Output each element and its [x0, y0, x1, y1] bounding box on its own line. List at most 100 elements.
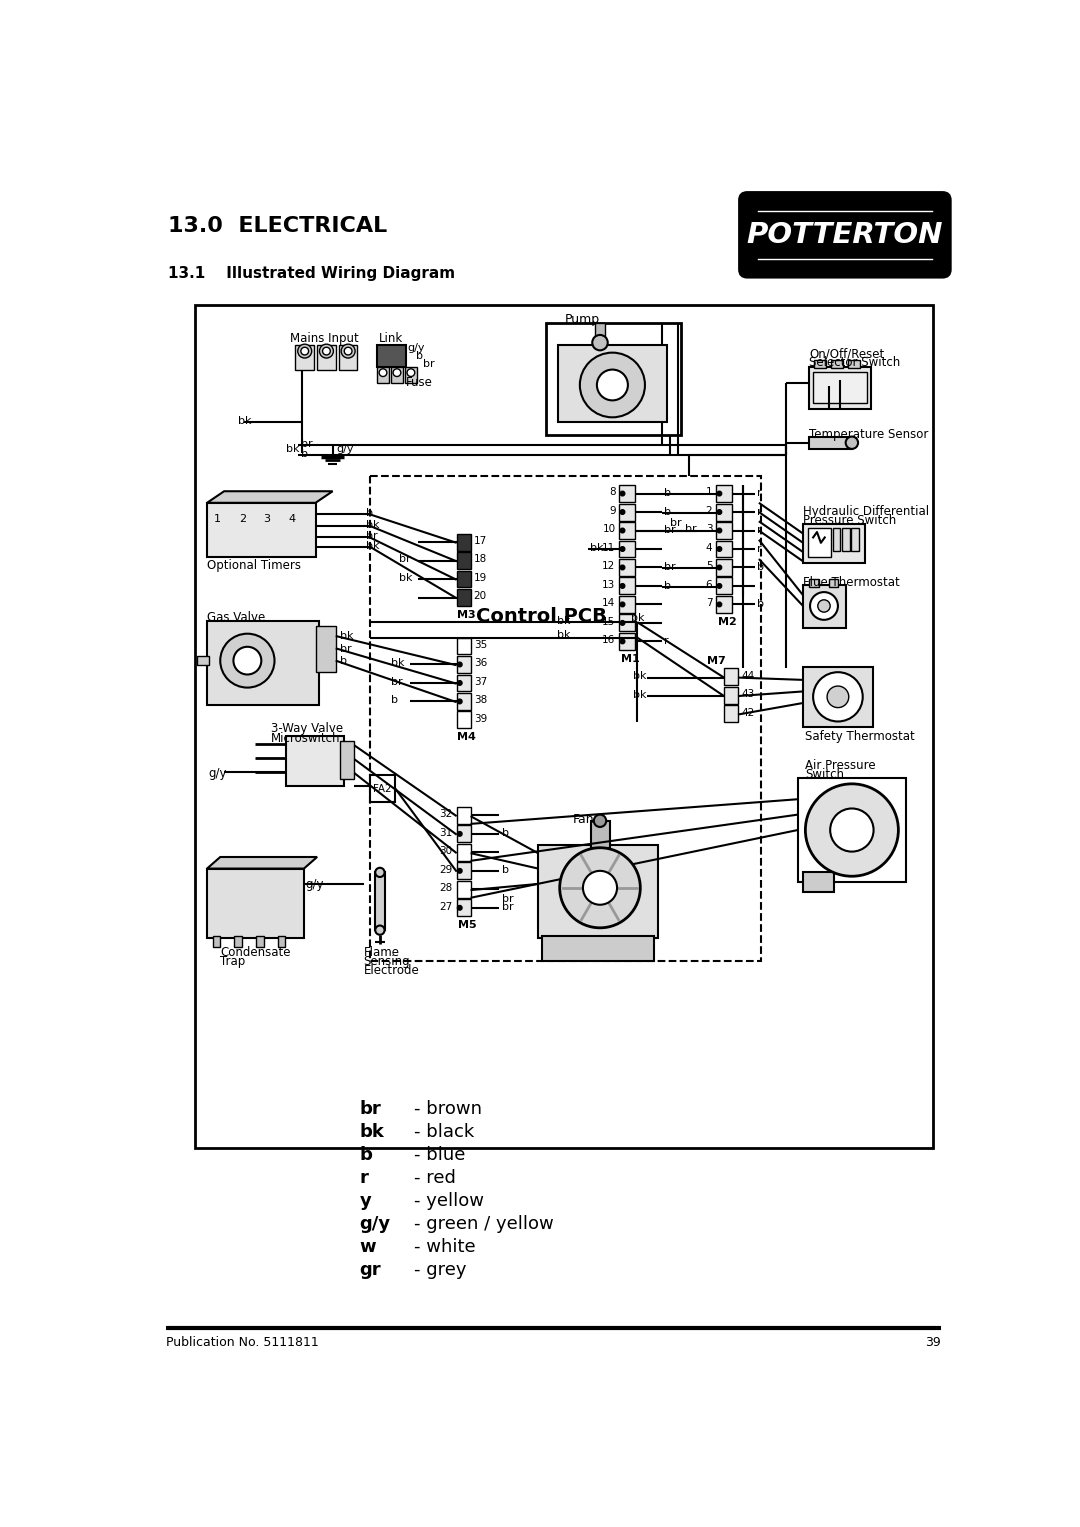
Bar — [716, 559, 732, 576]
Bar — [558, 345, 666, 421]
Bar — [316, 626, 336, 672]
Circle shape — [458, 699, 462, 704]
Bar — [724, 669, 738, 686]
Text: br: br — [501, 893, 513, 904]
Circle shape — [592, 334, 608, 350]
Text: bk: bk — [633, 690, 647, 699]
Text: b: b — [301, 449, 308, 460]
Bar — [457, 844, 471, 861]
Text: r: r — [757, 489, 762, 498]
Bar — [207, 502, 315, 557]
Text: 3: 3 — [705, 524, 713, 534]
Circle shape — [846, 437, 859, 449]
Circle shape — [301, 347, 309, 354]
Circle shape — [813, 672, 863, 721]
Text: 2: 2 — [239, 515, 246, 524]
Text: 1: 1 — [214, 515, 221, 524]
Circle shape — [458, 869, 462, 873]
Text: g/y: g/y — [360, 1215, 391, 1232]
Circle shape — [458, 906, 462, 910]
Bar — [809, 366, 872, 409]
Text: br: br — [339, 644, 351, 654]
Text: Fuse: Fuse — [406, 376, 433, 389]
Text: 13.0  ELECTRICAL: 13.0 ELECTRICAL — [167, 215, 387, 235]
Circle shape — [717, 583, 721, 588]
Circle shape — [407, 370, 415, 377]
Circle shape — [393, 370, 401, 377]
Text: 7: 7 — [705, 599, 713, 608]
Text: bk: bk — [366, 519, 379, 530]
Bar — [591, 822, 610, 847]
Bar — [234, 936, 242, 947]
Bar — [619, 541, 635, 557]
Text: M7: M7 — [707, 657, 726, 666]
Bar — [457, 881, 471, 898]
Text: r: r — [360, 1168, 368, 1186]
Text: r: r — [757, 507, 762, 516]
Text: M1: M1 — [621, 654, 639, 664]
Text: bk: bk — [557, 629, 571, 640]
Text: On/Off/Reset: On/Off/Reset — [809, 347, 885, 360]
Text: br: br — [670, 518, 681, 528]
Bar — [278, 936, 285, 947]
Text: br: br — [664, 562, 676, 573]
Bar — [457, 533, 471, 551]
Text: Electrode: Electrode — [364, 964, 419, 977]
Text: br: br — [391, 676, 403, 687]
Bar — [457, 638, 471, 655]
Bar — [457, 589, 471, 606]
Bar — [804, 872, 834, 892]
Text: - red: - red — [414, 1168, 456, 1186]
Circle shape — [620, 602, 625, 606]
Text: 9: 9 — [609, 505, 616, 516]
Text: M3: M3 — [457, 609, 475, 620]
Text: Pump: Pump — [565, 313, 600, 325]
Text: 5: 5 — [705, 562, 713, 571]
Text: M2: M2 — [718, 617, 737, 626]
Text: g/y: g/y — [306, 878, 324, 890]
Circle shape — [458, 681, 462, 686]
Bar — [207, 620, 320, 705]
Text: bk: bk — [360, 1122, 384, 1141]
Bar — [377, 345, 406, 366]
Circle shape — [717, 547, 721, 551]
Circle shape — [620, 565, 625, 570]
Text: bk: bk — [590, 542, 604, 553]
Bar — [542, 936, 654, 960]
Bar — [619, 577, 635, 594]
Circle shape — [717, 492, 721, 496]
Circle shape — [717, 510, 721, 515]
Text: 20: 20 — [474, 591, 487, 602]
Circle shape — [323, 347, 330, 354]
Text: b: b — [664, 507, 672, 516]
Text: Optional Timers: Optional Timers — [207, 559, 301, 573]
Bar — [457, 657, 471, 673]
Bar — [828, 579, 838, 586]
Text: Condensate: Condensate — [220, 945, 291, 959]
Text: 1: 1 — [705, 487, 713, 498]
Text: - white: - white — [414, 1238, 475, 1257]
Text: 3-Way Valve: 3-Way Valve — [271, 722, 342, 734]
Bar — [716, 541, 732, 557]
Polygon shape — [207, 492, 333, 502]
Text: - black: - black — [414, 1122, 474, 1141]
Bar — [813, 373, 867, 403]
Circle shape — [233, 647, 261, 675]
Text: 35: 35 — [474, 640, 487, 651]
Circle shape — [806, 783, 899, 876]
Text: 11: 11 — [603, 542, 616, 553]
Text: 16: 16 — [603, 635, 616, 646]
Bar — [619, 614, 635, 631]
Text: Selector Switch: Selector Switch — [809, 356, 901, 370]
Text: y: y — [360, 1193, 372, 1209]
Text: - brown: - brown — [414, 1099, 482, 1118]
Circle shape — [810, 592, 838, 620]
Bar — [716, 504, 732, 521]
Text: 38: 38 — [474, 695, 487, 705]
Circle shape — [717, 602, 721, 606]
Text: Control PCB: Control PCB — [476, 606, 607, 626]
Text: bk: bk — [391, 658, 404, 669]
Circle shape — [620, 492, 625, 496]
Text: Microswitch: Microswitch — [271, 733, 340, 745]
Text: b: b — [366, 508, 373, 518]
